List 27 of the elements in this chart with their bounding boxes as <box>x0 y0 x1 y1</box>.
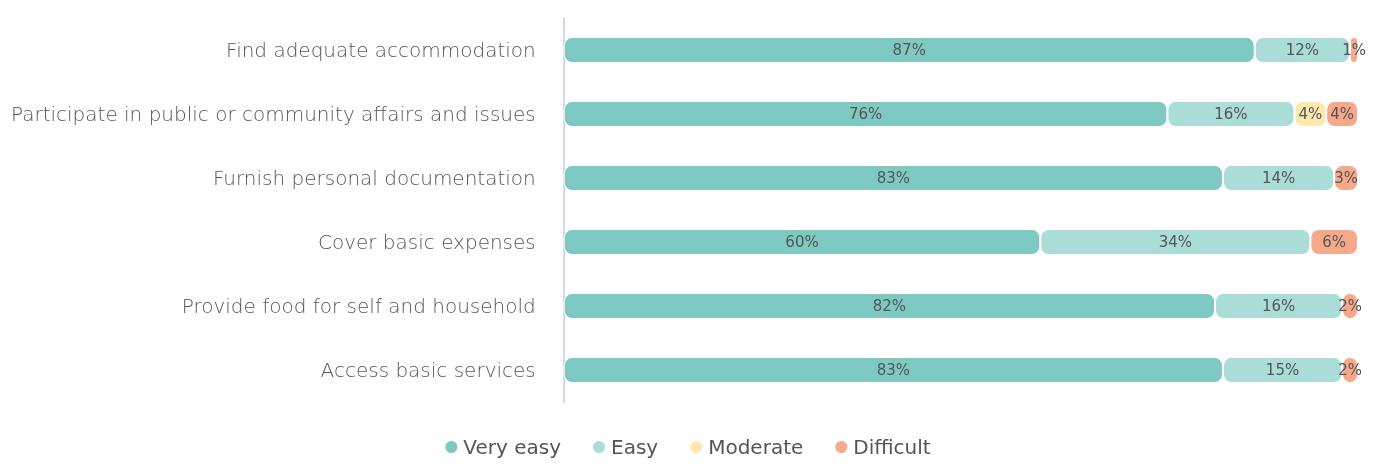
data-label: 16% <box>1261 297 1296 315</box>
legend-label: Difficult <box>853 435 931 459</box>
data-label: 87% <box>892 41 926 59</box>
data-label: 83% <box>876 169 911 187</box>
data-label: 4% <box>1330 105 1355 123</box>
legend-label: Easy <box>611 435 659 459</box>
y-tick-label: Cover basic expenses <box>317 230 536 254</box>
data-label: 1% <box>1342 41 1366 59</box>
y-tick-label: Furnish personal documentation <box>212 166 536 190</box>
data-label: 82% <box>872 297 907 315</box>
data-label: 6% <box>1322 233 1347 251</box>
data-label: 76% <box>848 105 883 123</box>
data-label: 34% <box>1158 233 1192 251</box>
y-tick-label: Provide food for self and household <box>181 294 536 318</box>
data-label: 4% <box>1298 105 1323 123</box>
data-label: 15% <box>1265 361 1300 379</box>
data-label: 12% <box>1285 41 1320 59</box>
y-tick-label: Access basic services <box>320 358 536 382</box>
data-label: 3% <box>1334 169 1358 187</box>
data-label: 83% <box>876 361 911 379</box>
y-tick-label: Find adequate accommodation <box>226 38 536 62</box>
data-label: 60% <box>785 233 819 251</box>
data-label: 14% <box>1261 169 1296 187</box>
data-label: 16% <box>1214 105 1248 123</box>
legend-label: Moderate <box>708 435 804 459</box>
y-tick-label: Participate in public or community affairs and issues <box>10 102 536 126</box>
legend-label: Very easy <box>463 435 562 459</box>
